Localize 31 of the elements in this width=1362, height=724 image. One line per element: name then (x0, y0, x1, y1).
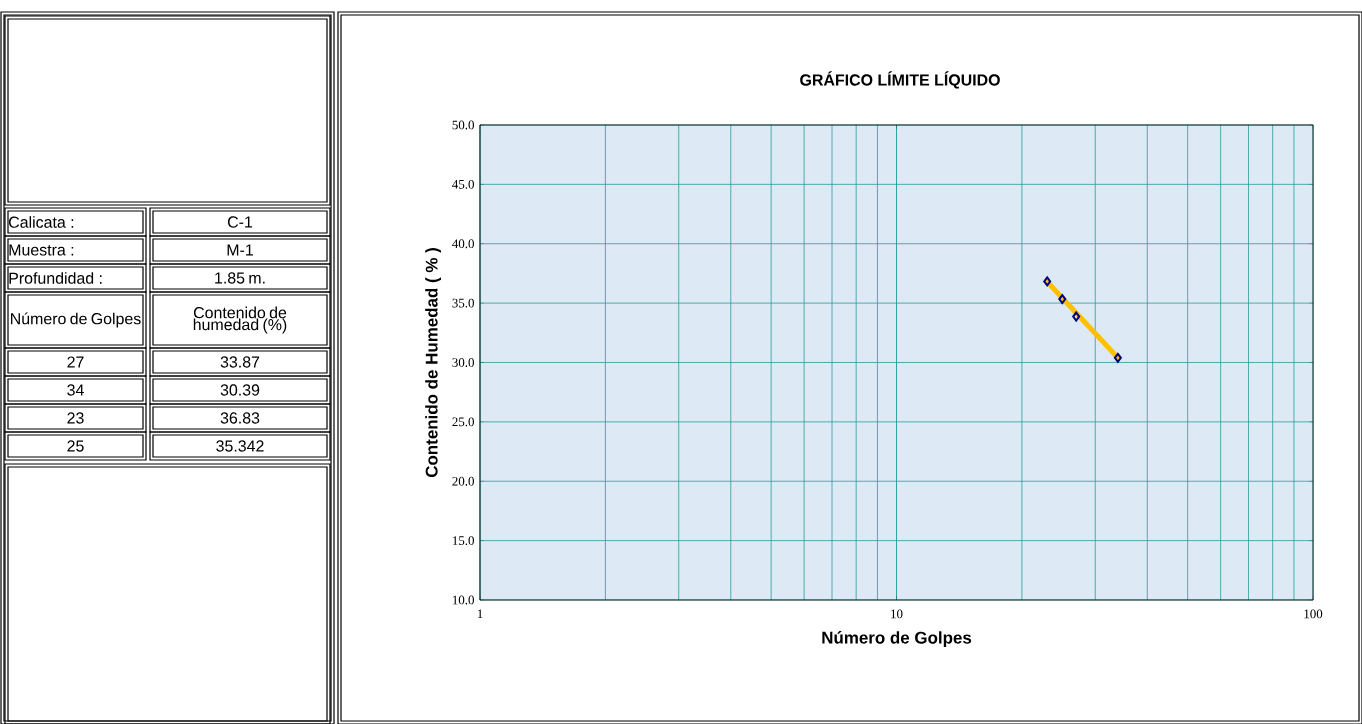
y-tick-label: 35.0 (452, 298, 474, 308)
text: Contenido de humedad (%) (193, 306, 287, 334)
x-tick-label: 10 (891, 609, 903, 619)
x-tick-label: 100 (1304, 609, 1323, 619)
chart-title: GRÁFICO LÍMITE LÍQUIDO (800, 71, 1000, 89)
text: 27 (67, 356, 84, 368)
text: 1.85 m. (215, 272, 265, 284)
text: C-1 (227, 216, 253, 228)
y-tick-label: 10.0 (452, 595, 474, 605)
x-tick-label: 1 (477, 609, 483, 619)
y-tick-label: 50.0 (452, 120, 474, 130)
y-axis-title: Contenido de Humedad ( % ) (425, 248, 441, 478)
y-tick-label: 15.0 (452, 536, 474, 546)
y-tick-label: 45.0 (452, 179, 474, 189)
text: 30.39 (220, 384, 260, 396)
text: 36.83 (220, 412, 260, 424)
text: Calicata : (9, 216, 74, 228)
text: 23 (67, 412, 84, 424)
text: M-1 (227, 244, 253, 256)
text: Profundidad : (9, 272, 102, 284)
y-tick-label: 40.0 (452, 239, 474, 249)
y-tick-label: 25.0 (452, 417, 474, 427)
text: 34 (67, 384, 84, 396)
text: Muestra : (9, 244, 74, 256)
y-tick-label: 20.0 (452, 476, 474, 486)
text: 35.342 (216, 440, 264, 452)
y-tick-label: 30.0 (452, 358, 474, 367)
text: 33.87 (220, 356, 260, 368)
x-axis-title: Número de Golpes (822, 631, 972, 648)
text: 25 (67, 440, 84, 452)
text: Número de Golpes (11, 312, 141, 328)
